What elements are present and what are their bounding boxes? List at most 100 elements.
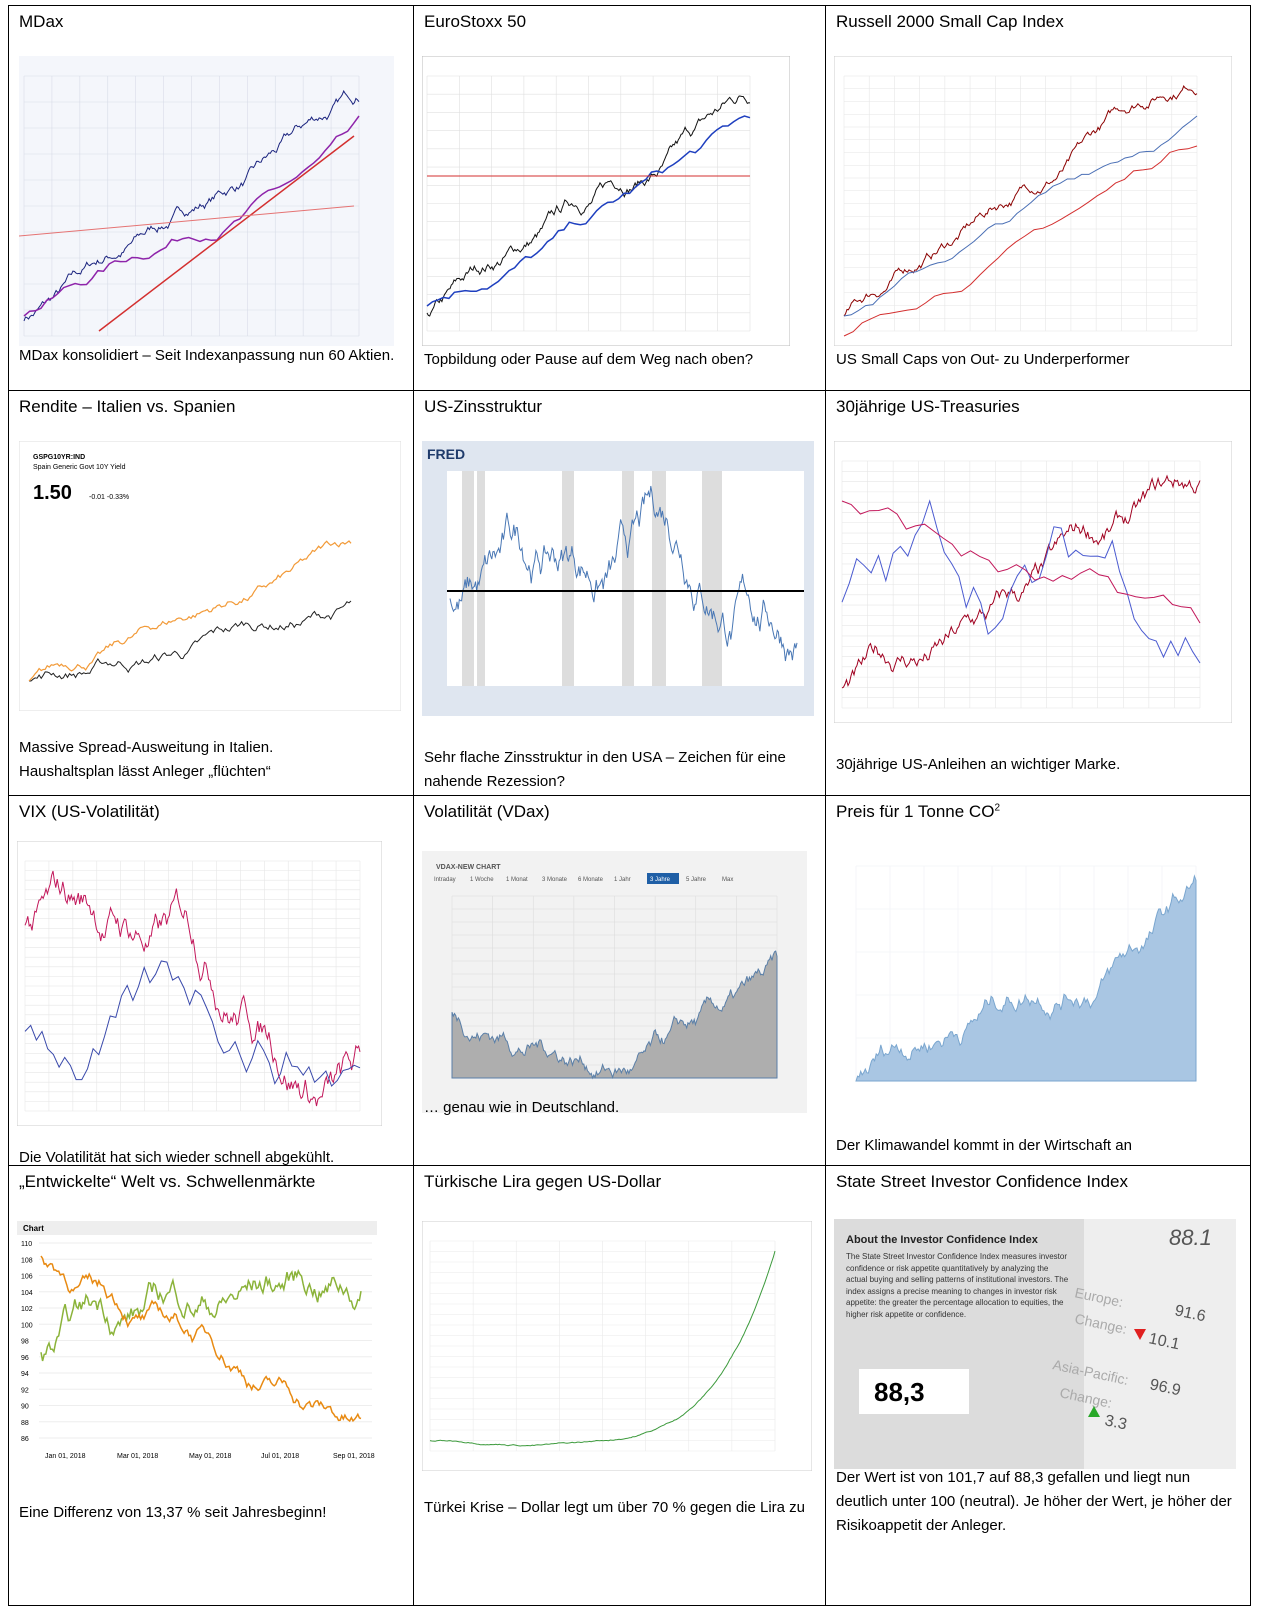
- title-text: Türkische Lira gegen US-Dollar: [424, 1172, 661, 1191]
- cell-title: „Entwickelte“ Welt vs. Schwellenmärkte: [19, 1172, 315, 1192]
- y-tick-label: 102: [21, 1306, 33, 1313]
- title-text: Russell 2000 Small Cap Index: [836, 12, 1064, 31]
- caption: Der Klimawandel kommt in der Wirtschaft …: [836, 1134, 1241, 1158]
- document: MDaxMDax konsolidiert – Seit Indexanpass…: [0, 0, 1269, 1609]
- x-tick-label: Mar 01, 2018: [117, 1453, 158, 1460]
- title-text: Volatilität (VDax): [424, 802, 550, 821]
- price: 1.50: [33, 482, 72, 504]
- x-tick-label: May 01, 2018: [189, 1453, 232, 1460]
- title-text: 30jährige US-Treasuries: [836, 397, 1020, 416]
- caption: Sehr flache Zinsstruktur in den USA – Ze…: [424, 746, 816, 794]
- caption-line: Der Wert ist von 101,7 auf 88,3 gefallen…: [836, 1466, 1241, 1538]
- heading: VDAX-NEW CHART: [436, 864, 501, 871]
- desc: The State Street Investor Confidence Ind…: [846, 1251, 1071, 1346]
- cell-title: US-Zinsstruktur: [424, 397, 542, 417]
- y-tick-label: 108: [21, 1257, 33, 1264]
- y-tick-label: 96: [21, 1355, 29, 1362]
- name: Spain Generic Govt 10Y Yield: [33, 464, 126, 471]
- tab: 1 Monat: [506, 877, 528, 883]
- y-tick-label: 110: [21, 1241, 32, 1248]
- tab: Max: [722, 877, 733, 883]
- caption: Eine Differenz von 13,37 % seit Jahresbe…: [19, 1501, 404, 1525]
- tab: 3 Monate: [542, 877, 568, 883]
- bg: [422, 56, 790, 346]
- logo: FRED: [427, 446, 465, 462]
- recession: [652, 471, 666, 686]
- y-tick-label: 104: [21, 1290, 33, 1297]
- caption: … genau wie in Deutschland.: [424, 1096, 816, 1120]
- chart-image: VDAX-NEW CHART Intraday 1 Woche 1 Monat 3 Mo…: [422, 851, 807, 1113]
- y-tick-label: 86: [21, 1436, 29, 1443]
- cell-title: Preis für 1 Tonne CO2: [836, 802, 1000, 822]
- caption-line: Massive Spread-Ausweitung in Italien.: [19, 736, 404, 760]
- chart-image: [422, 1221, 812, 1471]
- cell-title: VIX (US-Volatilität): [19, 802, 160, 822]
- y-tick-label: 94: [21, 1371, 29, 1378]
- tab: Intraday: [434, 877, 456, 883]
- global: 88.1: [1169, 1225, 1212, 1250]
- cell-title: 30jährige US-Treasuries: [836, 397, 1020, 417]
- chart-image: FRED: [422, 441, 814, 716]
- caption-line: 30jährige US-Anleihen an wichtiger Marke…: [836, 753, 1241, 777]
- x-tick-label: Jul 01, 2018: [261, 1453, 299, 1460]
- cell: Türkische Lira gegen US-Dollar Türkei Kri…: [413, 1165, 826, 1606]
- caption-line: Eine Differenz von 13,37 % seit Jahresbe…: [19, 1501, 404, 1525]
- caption-line: Sehr flache Zinsstruktur in den USA – Ze…: [424, 746, 816, 794]
- chart-image: About the Investor Confidence Index The S…: [834, 1219, 1236, 1469]
- cell: Volatilität (VDax) VDAX-NEW CHART Intraday…: [413, 795, 826, 1166]
- title-text: VIX (US-Volatilität): [19, 802, 160, 821]
- caption: MDax konsolidiert – Seit Indexanpassung …: [19, 344, 404, 368]
- tab: 3 Jahre: [650, 877, 671, 883]
- title-text: State Street Investor Confidence Index: [836, 1172, 1128, 1191]
- x-tick-label: Jan 01, 2018: [45, 1453, 86, 1460]
- y-tick-label: 100: [21, 1322, 33, 1329]
- title-text: „Entwickelte“ Welt vs. Schwellenmärkte: [19, 1172, 315, 1191]
- chart-image: Chart11010810610410210098969492908886Jan…: [17, 1221, 377, 1466]
- cell: State Street Investor Confidence Index Ab…: [825, 1165, 1251, 1606]
- caption-line: Topbildung oder Pause auf dem Weg nach o…: [424, 348, 816, 372]
- big-number: 88,3: [874, 1377, 925, 1407]
- caption-line: Der Klimawandel kommt in der Wirtschaft …: [836, 1134, 1241, 1158]
- title-text: EuroStoxx 50: [424, 12, 526, 31]
- x-tick-label: Sep 01, 2018: [333, 1453, 375, 1460]
- caption: Topbildung oder Pause auf dem Weg nach o…: [424, 348, 816, 372]
- cell: EuroStoxx 50 Topbildung oder Pause auf de…: [413, 5, 826, 391]
- title-text: Preis für 1 Tonne CO: [836, 802, 994, 821]
- recession: [622, 471, 634, 686]
- bar: [17, 1221, 377, 1235]
- caption-line: Türkei Krise – Dollar legt um über 70 % …: [424, 1496, 816, 1520]
- caption: 30jährige US-Anleihen an wichtiger Marke…: [836, 753, 1241, 777]
- y-tick-label: 92: [21, 1387, 29, 1394]
- recession: [702, 471, 722, 686]
- chart-image: [834, 441, 1232, 723]
- cell: VIX (US-Volatilität)Die Volatilität hat …: [8, 795, 414, 1166]
- caption: Türkei Krise – Dollar legt um über 70 % …: [424, 1496, 816, 1520]
- caption-line: US Small Caps von Out- zu Underperformer: [836, 348, 1241, 372]
- chart-image: [834, 56, 1232, 346]
- tab: 5 Jahre: [686, 877, 707, 883]
- caption: Massive Spread-Ausweitung in Italien.Hau…: [19, 736, 404, 784]
- recession: [477, 471, 485, 686]
- y-tick-label: 98: [21, 1339, 29, 1346]
- title-superscript: 2: [994, 802, 1000, 813]
- chart-image: [19, 56, 394, 346]
- y-tick-label: 90: [21, 1404, 29, 1411]
- cell: Russell 2000 Small Cap Index US Small Cap…: [825, 5, 1251, 391]
- heading: About the Investor Confidence Index: [846, 1234, 1039, 1246]
- title-text: Rendite – Italien vs. Spanien: [19, 397, 235, 416]
- bg: [19, 441, 401, 711]
- caption-line: … genau wie in Deutschland.: [424, 1096, 816, 1120]
- tab: 1 Woche: [470, 877, 494, 883]
- desc-text: The State Street Investor Confidence Ind…: [846, 1251, 1071, 1321]
- cell-title: EuroStoxx 50: [424, 12, 526, 32]
- caption-line: MDax konsolidiert – Seit Indexanpassung …: [19, 344, 404, 368]
- cell-title: Rendite – Italien vs. Spanien: [19, 397, 235, 417]
- tab: 6 Monate: [578, 877, 604, 883]
- caption: Der Wert ist von 101,7 auf 88,3 gefallen…: [836, 1466, 1241, 1538]
- caption-line: Haushaltsplan lässt Anleger „flüchten“: [19, 760, 404, 784]
- cell: 30jährige US-Treasuries 30jährige US-Anle…: [825, 390, 1251, 796]
- cell-title: Volatilität (VDax): [424, 802, 550, 822]
